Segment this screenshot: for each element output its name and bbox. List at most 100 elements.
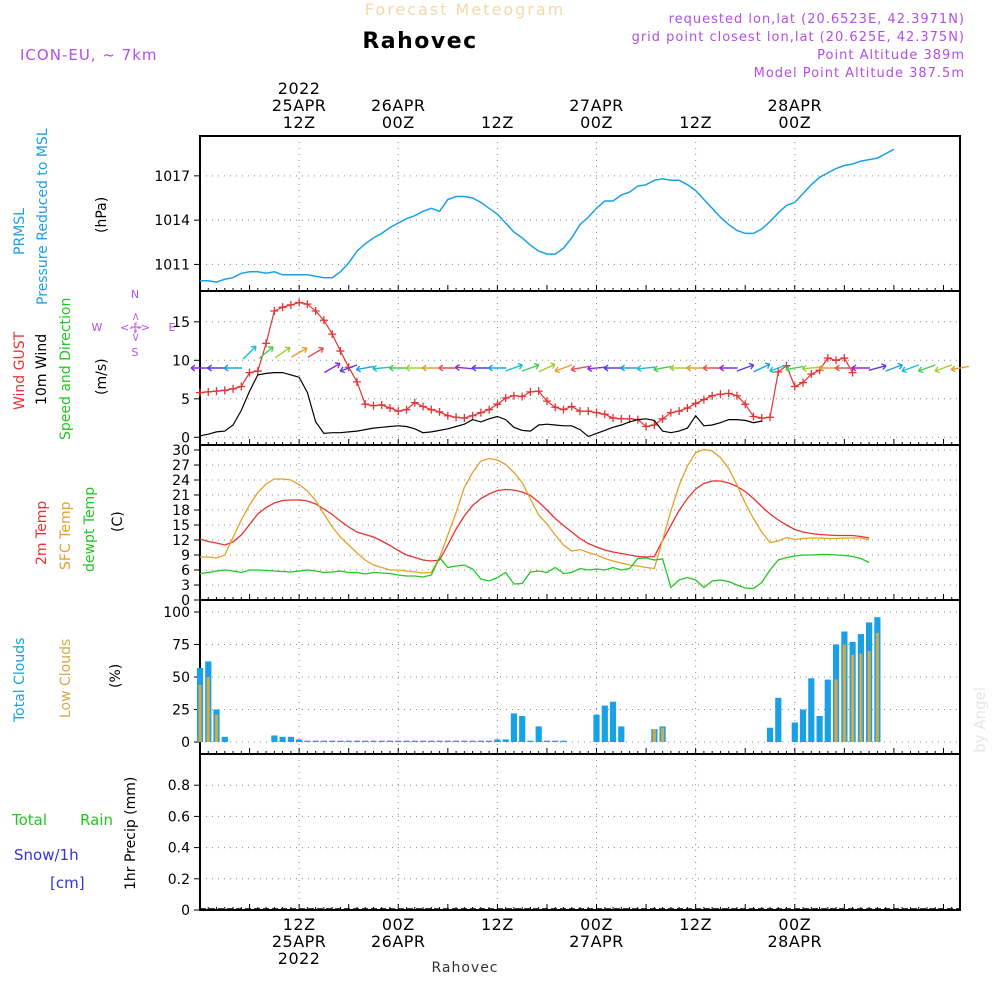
- wind-gust-marker: [790, 382, 799, 391]
- total-cloud-bar: [469, 740, 476, 742]
- low-clouds-label: Low Clouds: [58, 639, 74, 718]
- low-cloud-bar: [206, 677, 210, 742]
- wind-direction-arrow: [785, 365, 804, 373]
- total-cloud-bar: [411, 740, 418, 742]
- temp-2m-line: [199, 480, 870, 562]
- total-cloud-bar: [527, 740, 534, 742]
- wind-gust-marker: [749, 412, 758, 421]
- wind-gust-marker: [642, 422, 651, 431]
- total-cloud-bar: [552, 740, 559, 742]
- wind-direction-arrow: [487, 364, 507, 372]
- y-tick-label: 18: [172, 503, 190, 519]
- y-tick-label: 0: [181, 735, 190, 751]
- wind-direction-arrow: [702, 364, 722, 372]
- low-cloud-bar: [875, 632, 879, 742]
- total-cloud-bar: [766, 727, 774, 742]
- wind-direction-arrow: [620, 364, 639, 372]
- total-cloud-bar: [543, 740, 551, 742]
- wind-10m-label: 10m Wind: [34, 334, 50, 405]
- y-tick-label: 12: [172, 533, 190, 549]
- wind-gust-marker: [237, 382, 246, 391]
- wind-gust-marker: [295, 298, 304, 307]
- wind-gust-marker: [468, 411, 477, 420]
- bottom-time-label: 00Z: [382, 915, 415, 934]
- y-tick-label: 5: [181, 392, 190, 408]
- total-cloud-bar: [477, 740, 484, 742]
- wind-direction-arrow: [388, 364, 408, 372]
- wind-direction-arrow: [917, 364, 936, 374]
- bottom-time-label: 00Z: [778, 915, 811, 934]
- wind-gust-marker: [204, 387, 213, 396]
- wind-gust-marker: [419, 402, 428, 411]
- wind-gust-marker: [848, 368, 857, 377]
- y-tick-label: 24: [172, 473, 190, 489]
- wind-direction-arrow: [538, 362, 556, 373]
- y-tick-label: 50: [172, 670, 190, 686]
- total-cloud-bar: [775, 697, 782, 742]
- wind-gust-marker: [229, 384, 238, 393]
- total-cloud-bar: [618, 726, 625, 742]
- snow-label: Snow/1h: [14, 846, 79, 864]
- y-tick-label: 15: [172, 518, 190, 534]
- bottom-time-label: 12Z: [283, 915, 316, 934]
- low-cloud-bar: [661, 727, 665, 742]
- wind-gust-marker: [559, 405, 568, 414]
- total-clouds-label: Total Clouds: [12, 638, 28, 723]
- wind-direction-arrow: [950, 365, 970, 373]
- compass-south: S: [132, 346, 139, 359]
- top-time-label: 26APR: [371, 96, 426, 115]
- wind-gust-marker: [452, 413, 461, 422]
- compass-rose: N S W E <-|-> <-|->: [92, 288, 176, 359]
- top-time-label: 2022: [278, 79, 321, 98]
- panel-frame: [199, 444, 961, 601]
- wind-direction-arrow: [307, 346, 325, 358]
- low-cloud-bar: [198, 684, 202, 742]
- pressure-unit: (hPa): [94, 197, 110, 233]
- compass-east: E: [169, 321, 176, 334]
- total-cloud-bar: [461, 740, 468, 742]
- wind-direction-arrow: [885, 362, 903, 372]
- total-cloud-bar: [593, 714, 600, 742]
- low-cloud-bar: [851, 654, 855, 742]
- wind-gust-marker: [576, 407, 584, 416]
- wind-gust-marker: [526, 387, 535, 396]
- wind-gust-label: Wind GUST: [12, 331, 28, 410]
- bottom-time-label: 2022: [278, 949, 321, 968]
- wind-direction-arrow: [438, 364, 457, 372]
- clouds-plot: 0 25 50 75 100: [163, 599, 961, 755]
- total-cloud-bar: [519, 716, 526, 742]
- wind-gust-marker: [534, 387, 543, 396]
- pressure-label: Pressure Reduced to MSL: [35, 128, 51, 305]
- bottom-time-label: 28APR: [767, 932, 822, 951]
- y-tick-label: 0.6: [168, 809, 190, 825]
- wind-gust-marker: [567, 402, 576, 411]
- wind-gust-marker: [757, 414, 766, 423]
- wind-direction-arrow: [587, 364, 606, 372]
- temp-dewpt-label: dewpt Temp: [82, 487, 98, 572]
- total-cloud-bar: [395, 740, 402, 742]
- wind-gust-marker: [286, 300, 295, 309]
- wind-gust-marker: [617, 414, 626, 423]
- y-tick-label: 0.4: [168, 841, 190, 857]
- wind-direction-arrow: [421, 364, 441, 372]
- wind-direction-arrow: [653, 365, 672, 373]
- wind-direction-arrow: [324, 362, 341, 374]
- total-cloud-bar: [320, 740, 327, 742]
- wind-gust-marker: [493, 400, 502, 409]
- wind-direction-arrow: [736, 362, 755, 372]
- wind-direction-arrow: [355, 365, 375, 373]
- compass-north: N: [131, 288, 139, 301]
- y-tick-label: 0: [181, 593, 190, 609]
- low-cloud-bar: [867, 651, 871, 742]
- wind-direction-arrow: [753, 362, 771, 373]
- wind-gust-marker: [766, 413, 774, 422]
- wind-direction-arrow: [769, 364, 787, 374]
- faded-title: Forecast Meteogram: [365, 0, 565, 19]
- y-tick-label: 0: [181, 430, 190, 446]
- total-cloud-bar: [362, 740, 369, 742]
- total-cloud-bar: [419, 740, 427, 742]
- wind-direction-arrow: [669, 364, 689, 372]
